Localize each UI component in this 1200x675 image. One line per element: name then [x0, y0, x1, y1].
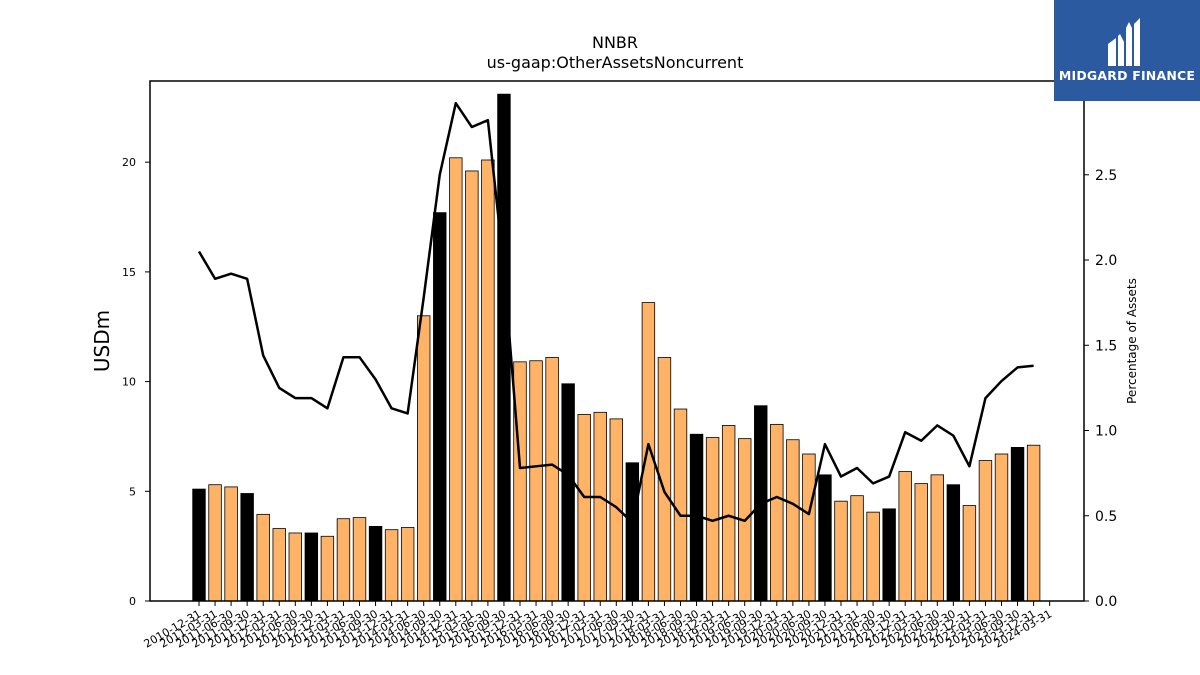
y-axis-label: USDm — [90, 310, 114, 372]
bar-7 — [304, 532, 319, 602]
brand-logo: MIDGARD FINANCE — [1054, 0, 1200, 101]
plot-frame — [149, 80, 1085, 602]
bar-52 — [1026, 444, 1041, 602]
bar-21 — [529, 360, 543, 602]
bar-39 — [818, 474, 832, 602]
y2-axis-label: Percentage of Assets — [1125, 278, 1139, 404]
y-tick-label-4: 20 — [122, 156, 136, 169]
bar-15 — [433, 212, 447, 602]
y2-tick-label-3: 1.5 — [1095, 338, 1117, 354]
line-group — [197, 101, 1034, 524]
bar-9 — [336, 518, 351, 602]
bars-group — [192, 93, 1041, 602]
bar-43 — [882, 508, 896, 602]
bar-14 — [416, 315, 431, 602]
y-tick-label-2: 10 — [122, 376, 136, 389]
bar-17 — [465, 170, 479, 602]
bar-40 — [834, 500, 848, 602]
bar-50 — [994, 453, 1009, 602]
logo-text: MIDGARD FINANCE — [1058, 68, 1196, 83]
bar-16 — [449, 157, 463, 602]
y2-tick-label-1: 0.5 — [1095, 509, 1117, 525]
bar-24 — [577, 414, 591, 602]
bar-19 — [497, 93, 511, 602]
bar-8 — [320, 535, 335, 602]
bar-27 — [625, 462, 640, 602]
y2-tick-label-4: 2.0 — [1095, 253, 1117, 269]
bar-13 — [400, 527, 415, 602]
midgard-logo-icon — [1108, 18, 1140, 66]
y-tick-label-3: 15 — [122, 266, 136, 279]
bar-36 — [770, 423, 784, 602]
bar-51 — [1010, 447, 1025, 602]
bar-48 — [962, 505, 977, 602]
bar-45 — [914, 483, 928, 602]
bar-0 — [192, 488, 206, 602]
bar-18 — [481, 159, 495, 602]
chart-subtitle: us-gaap:OtherAssetsNoncurrent — [487, 53, 744, 72]
y2-tick-label-0: 0.0 — [1095, 594, 1117, 610]
bar-10 — [352, 517, 367, 602]
bar-37 — [786, 439, 800, 602]
y2-tick-label-5: 2.5 — [1095, 168, 1117, 184]
percentage-line — [197, 101, 1034, 524]
y-tick-label-1: 5 — [129, 485, 136, 498]
bar-3 — [240, 493, 254, 602]
bar-2 — [224, 486, 238, 602]
bar-38 — [802, 453, 816, 602]
bar-49 — [978, 460, 993, 602]
bar-46 — [930, 474, 945, 602]
y-tick-label-0: 0 — [129, 595, 136, 608]
bar-42 — [866, 511, 880, 602]
bar-33 — [721, 425, 736, 602]
bar-5 — [272, 528, 286, 602]
y2-tick-label-2: 1.0 — [1095, 424, 1117, 440]
bar-1 — [208, 484, 222, 602]
bar-25 — [593, 411, 607, 602]
bar-4 — [256, 513, 270, 602]
bar-30 — [673, 408, 688, 602]
bar-11 — [368, 526, 383, 602]
bar-47 — [946, 484, 961, 602]
bar-44 — [898, 471, 912, 602]
chart-title: NNBR — [592, 33, 638, 52]
bar-28 — [641, 302, 656, 602]
bar-12 — [384, 529, 399, 602]
axes-group: 051015200.00.51.01.52.02.52010-12-312011… — [122, 80, 1117, 651]
bar-41 — [850, 495, 864, 602]
bar-6 — [288, 532, 303, 602]
bar-23 — [561, 383, 575, 602]
bar-22 — [545, 357, 559, 602]
